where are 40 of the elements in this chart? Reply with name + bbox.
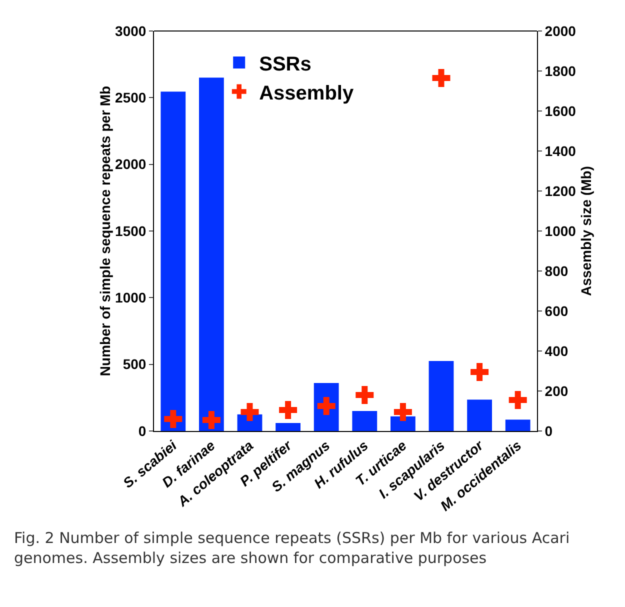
y2-tick-label: 600 bbox=[544, 302, 568, 319]
y-tick-label: 500 bbox=[122, 356, 146, 372]
point bbox=[164, 410, 182, 428]
bar bbox=[390, 416, 416, 431]
point bbox=[202, 411, 220, 429]
bar bbox=[276, 423, 300, 431]
bar bbox=[467, 400, 492, 431]
y-tick-label: 2000 bbox=[115, 156, 146, 172]
y2-tick-label: 1800 bbox=[544, 62, 576, 79]
y2-tick-label: 1000 bbox=[544, 222, 576, 239]
bar bbox=[352, 411, 378, 431]
point bbox=[394, 403, 412, 421]
y2-tick-label: 400 bbox=[544, 342, 568, 359]
caption: Fig. 2 Number of simple sequence repeats (SSRs) per Mb for various Acari genomes. Assembly sizes are shown for comparative purposes bbox=[14, 528, 571, 568]
point bbox=[356, 386, 374, 404]
point bbox=[470, 363, 489, 381]
y2-tick-label: 0 bbox=[544, 422, 553, 439]
bar bbox=[160, 92, 186, 431]
y2-tick-label: 200 bbox=[544, 382, 568, 399]
y-tick-label: 3000 bbox=[115, 22, 146, 39]
legend-label: SSRs bbox=[259, 53, 312, 76]
y-tick-label: 1500 bbox=[115, 222, 146, 239]
y2-axis-title: Assembly size (Mb) bbox=[578, 166, 594, 296]
point bbox=[279, 401, 298, 419]
y2-tick-label: 1400 bbox=[544, 142, 576, 159]
bar bbox=[428, 361, 454, 431]
legend-label: Assembly bbox=[259, 82, 354, 104]
point bbox=[508, 391, 527, 409]
y-tick-label: 2500 bbox=[115, 90, 146, 106]
bar bbox=[505, 420, 530, 431]
point bbox=[240, 403, 259, 421]
y2-tick-label: 1600 bbox=[544, 102, 576, 119]
y-tick-label: 0 bbox=[138, 422, 146, 439]
point bbox=[432, 69, 450, 87]
y2-tick-label: 1200 bbox=[544, 182, 576, 199]
y-tick-label: 1000 bbox=[115, 290, 146, 306]
y2-tick-label: 2000 bbox=[544, 22, 576, 39]
bar bbox=[199, 78, 224, 431]
y2-tick-label: 800 bbox=[544, 262, 568, 279]
y-axis-title: Number of simple sequence repeats per Mb bbox=[97, 86, 114, 376]
